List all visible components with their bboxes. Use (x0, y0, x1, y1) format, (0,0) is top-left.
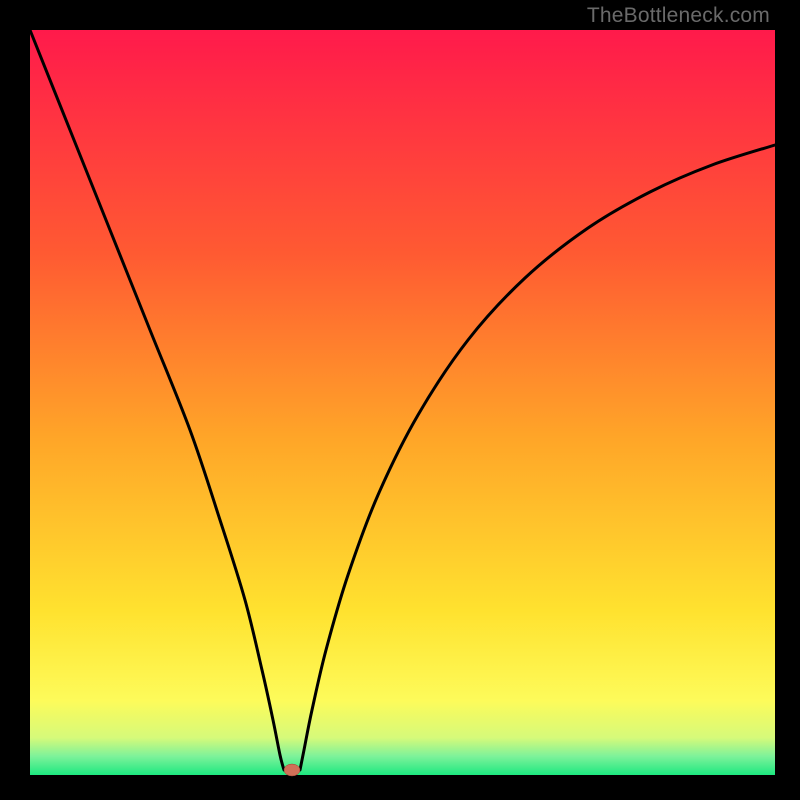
curve-left-branch (30, 30, 284, 770)
chart-svg (30, 30, 775, 775)
watermark-text: TheBottleneck.com (587, 4, 770, 28)
minimum-marker (284, 764, 300, 776)
chart-plot-area (30, 30, 775, 775)
curve-right-branch (300, 145, 775, 770)
